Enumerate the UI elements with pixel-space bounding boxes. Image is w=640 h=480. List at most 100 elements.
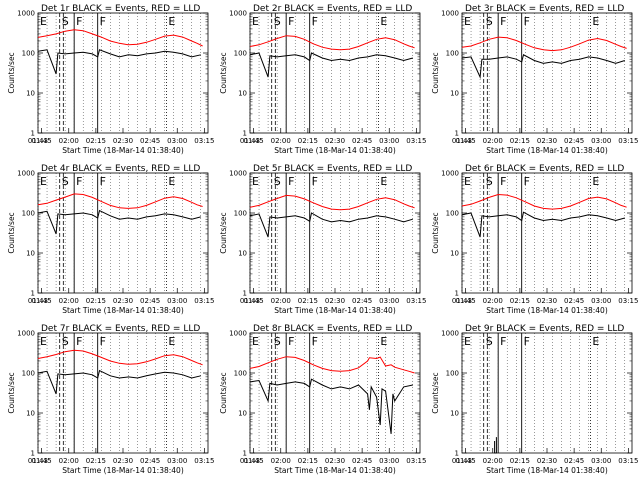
- events-series: [249, 212, 413, 238]
- x-tick-label: 02:45: [140, 457, 160, 465]
- marker-label: E: [380, 335, 387, 348]
- marker-label: S: [274, 15, 281, 28]
- x-tick-label: 01:43: [240, 137, 260, 145]
- x-tick-label: 01:43: [28, 297, 48, 305]
- events-series: [37, 49, 201, 75]
- marker-label: F: [524, 15, 530, 28]
- panel-title: Det 5r BLACK = Events, RED = LLD: [253, 164, 412, 174]
- lld-series: [249, 356, 415, 374]
- y-tick-label: 1000: [441, 10, 459, 18]
- marker-label: S: [486, 335, 493, 348]
- x-axis-label: Start Time (18-Mar-14 01:38:40): [486, 146, 608, 155]
- marker-label: E: [380, 15, 387, 28]
- marker-label: F: [500, 175, 506, 188]
- x-tick-label: 03:00: [167, 457, 187, 465]
- panel-title: Det 1r BLACK = Events, RED = LLD: [41, 4, 200, 14]
- x-tick-label: 02:15: [298, 137, 318, 145]
- marker-label: F: [76, 15, 82, 28]
- x-tick-label: 02:15: [510, 297, 530, 305]
- marker-label: F: [524, 335, 530, 348]
- x-tick-label: 03:00: [591, 457, 611, 465]
- y-tick-label: 10: [26, 410, 35, 418]
- lld-series: [461, 193, 627, 210]
- panel-det-1: Det 1r BLACK = Events, RED = LLD 1 10 100 10…: [7, 4, 214, 155]
- marker-label: E: [40, 15, 47, 28]
- y-tick-label: 100: [22, 370, 35, 378]
- marker-label: S: [486, 175, 493, 188]
- y-tick-label: 10: [238, 90, 247, 98]
- marker-label: E: [252, 15, 259, 28]
- marker-label: S: [62, 15, 69, 28]
- lld-series: [37, 193, 203, 209]
- marker-label: F: [500, 335, 506, 348]
- marker-label: E: [592, 175, 599, 188]
- x-tick-label: 01:43: [240, 297, 260, 305]
- x-tick-label: 01:45: [32, 297, 52, 305]
- events-series: [249, 52, 413, 78]
- x-tick-label: 03:00: [379, 137, 399, 145]
- marker-label: S: [274, 175, 281, 188]
- events-series: [37, 369, 201, 395]
- panel-title: Det 2r BLACK = Events, RED = LLD: [253, 4, 412, 14]
- x-tick-label: 02:45: [352, 457, 372, 465]
- panel-det-4: Det 4r BLACK = Events, RED = LLD 1 10 100 10…: [7, 164, 214, 315]
- x-tick-label: 01:45: [32, 457, 52, 465]
- marker-label: E: [380, 175, 387, 188]
- x-tick-label: 03:00: [591, 137, 611, 145]
- x-tick-label: 01:43: [452, 137, 472, 145]
- marker-label: S: [62, 335, 69, 348]
- lld-series: [37, 349, 203, 366]
- marker-label: F: [76, 335, 82, 348]
- x-axis-label: Start Time (18-Mar-14 01:38:40): [62, 306, 184, 315]
- marker-label: E: [168, 175, 175, 188]
- y-axis-label: Counts/sec: [7, 52, 16, 93]
- y-tick-label: 1000: [441, 330, 459, 338]
- x-tick-label: 03:15: [406, 137, 426, 145]
- x-tick-label: 02:45: [564, 137, 584, 145]
- x-tick-label: 03:15: [194, 297, 214, 305]
- x-tick-label: 02:00: [483, 457, 503, 465]
- y-tick-label: 1: [243, 290, 247, 298]
- y-tick-label: 10: [238, 410, 247, 418]
- y-tick-label: 10: [450, 410, 459, 418]
- y-tick-label: 1: [455, 130, 459, 138]
- marker-label: F: [524, 175, 530, 188]
- panel-det-9: Det 9r BLACK = Events, RED = LLD 1 10 100 10…: [431, 324, 638, 475]
- x-tick-label: 02:30: [113, 137, 133, 145]
- x-tick-label: 03:15: [194, 457, 214, 465]
- panel-title: Det 4r BLACK = Events, RED = LLD: [41, 164, 200, 174]
- x-tick-label: 02:45: [564, 297, 584, 305]
- y-tick-label: 1: [31, 130, 35, 138]
- x-tick-label: 02:30: [325, 457, 345, 465]
- marker-label: F: [312, 175, 318, 188]
- y-tick-label: 1: [243, 130, 247, 138]
- y-tick-label: 1000: [17, 170, 35, 178]
- y-tick-label: 10: [450, 250, 459, 258]
- x-tick-label: 02:45: [352, 297, 372, 305]
- y-axis-label: Counts/sec: [7, 212, 16, 253]
- x-tick-label: 02:30: [537, 457, 557, 465]
- marker-label: F: [288, 15, 294, 28]
- y-tick-label: 100: [446, 50, 459, 58]
- lld-series: [461, 36, 627, 52]
- x-tick-label: 03:15: [194, 137, 214, 145]
- x-tick-label: 02:45: [352, 137, 372, 145]
- x-tick-label: 01:43: [28, 137, 48, 145]
- events-series: [461, 211, 625, 238]
- x-tick-label: 03:15: [618, 137, 638, 145]
- x-tick-label: 03:15: [618, 297, 638, 305]
- x-axis-label: Start Time (18-Mar-14 01:38:40): [486, 306, 608, 315]
- y-tick-label: 1000: [229, 10, 247, 18]
- x-tick-label: 02:00: [271, 137, 291, 145]
- x-tick-label: 02:15: [86, 137, 106, 145]
- x-tick-label: 02:00: [483, 297, 503, 305]
- x-tick-label: 01:43: [452, 297, 472, 305]
- marker-label: S: [486, 15, 493, 28]
- y-tick-label: 1000: [17, 10, 35, 18]
- x-tick-label: 02:30: [113, 297, 133, 305]
- x-tick-label: 02:30: [537, 137, 557, 145]
- marker-label: E: [464, 15, 471, 28]
- x-tick-label: 02:15: [298, 457, 318, 465]
- marker-label: F: [76, 175, 82, 188]
